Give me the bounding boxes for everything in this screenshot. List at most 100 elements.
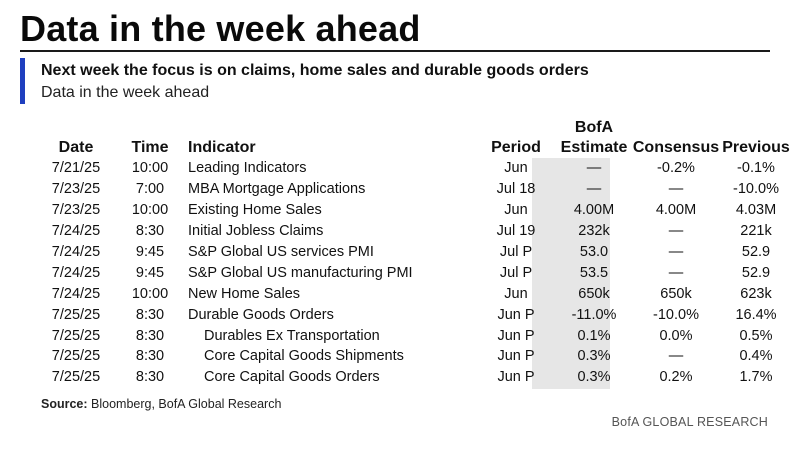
table-row: 7/25/25 8:30 Core Capital Goods Orders Jun … xyxy=(36,367,792,388)
cell-time: 10:00 xyxy=(131,202,169,219)
table-row: 7/21/25 10:00 Leading Indicators Jun — -0.2% -… xyxy=(36,158,792,179)
source-label: Source: xyxy=(41,397,88,411)
cell-previous: 221k xyxy=(740,223,772,240)
cell-indicator: Leading Indicators xyxy=(188,160,307,177)
cell-time: 8:30 xyxy=(135,306,165,323)
table-row: 7/24/25 8:30 Initial Jobless Claims Jul 19 2… xyxy=(36,221,792,242)
cell-consensus: 650k xyxy=(660,285,692,302)
cell-consensus: 0.0% xyxy=(659,327,693,344)
bofa-estimate-highlight xyxy=(532,158,610,389)
cell-date: 7/25/25 xyxy=(51,348,101,365)
header-bofa-estimate: BofA Estimate xyxy=(556,118,632,158)
cell-time: 8:30 xyxy=(135,369,165,386)
cell-time: 8:30 xyxy=(135,223,165,240)
cell-date: 7/23/25 xyxy=(51,181,101,198)
table-row: 7/24/25 9:45 S&P Global US manufacturing P… xyxy=(36,262,792,283)
cell-bofa-estimate: 53.0 xyxy=(579,244,609,260)
cell-previous: 1.7% xyxy=(739,369,773,386)
cell-period: Jun P xyxy=(497,369,535,386)
cell-indicator: MBA Mortgage Applications xyxy=(188,181,366,198)
cell-date: 7/25/25 xyxy=(51,327,101,344)
cell-date: 7/24/25 xyxy=(51,223,101,240)
cell-period: Jul P xyxy=(499,244,533,260)
header-date: Date xyxy=(58,139,94,156)
chart-subtitle: Next week the focus is on claims, home s… xyxy=(41,62,589,79)
cell-bofa-estimate: — xyxy=(586,160,602,177)
table-row: 7/25/25 8:30 Core Capital Goods Shipments J… xyxy=(36,346,792,367)
cell-period: Jun P xyxy=(497,327,535,344)
header-bofa-line2: Estimate xyxy=(560,139,628,156)
cell-time: 7:00 xyxy=(135,181,165,198)
table-row: 7/23/25 10:00 Existing Home Sales Jun 4.00M 4… xyxy=(36,200,792,221)
cell-bofa-estimate: 53.5 xyxy=(579,264,609,281)
header-time: Time xyxy=(131,139,169,156)
table-row: 7/25/25 8:30 Durables Ex Transportation Jun… xyxy=(36,325,792,346)
cell-previous: 16.4% xyxy=(735,306,777,323)
cell-bofa-estimate: — xyxy=(586,181,602,198)
cell-previous: 4.03M xyxy=(735,202,777,219)
cell-consensus: — xyxy=(668,223,684,240)
cell-date: 7/24/25 xyxy=(51,285,101,302)
source-text: Bloomberg, BofA Global Research xyxy=(87,397,282,411)
cell-previous: 0.4% xyxy=(739,348,773,365)
header-indicator: Indicator xyxy=(188,139,256,156)
cell-previous: 52.9 xyxy=(741,264,771,281)
cell-date: 7/23/25 xyxy=(51,202,101,219)
cell-period: Jul 18 xyxy=(496,181,536,198)
cell-date: 7/24/25 xyxy=(51,244,101,260)
cell-indicator: S&P Global US services PMI xyxy=(188,244,374,260)
header-bofa-line1: BofA xyxy=(574,119,614,136)
cell-time: 9:45 xyxy=(135,244,165,260)
cell-consensus: 4.00M xyxy=(655,202,697,219)
cell-consensus: — xyxy=(668,348,684,365)
cell-indicator: Core Capital Goods Shipments xyxy=(204,348,404,365)
cell-period: Jun xyxy=(504,202,528,219)
cell-time: 10:00 xyxy=(131,160,169,177)
cell-indicator: Existing Home Sales xyxy=(188,202,322,219)
cell-period: Jun P xyxy=(497,348,535,365)
cell-consensus: — xyxy=(668,264,684,281)
header-period: Period xyxy=(491,139,541,156)
cell-indicator: Durables Ex Transportation xyxy=(204,327,380,344)
cell-bofa-estimate: -11.0% xyxy=(571,306,617,323)
cell-previous: 623k xyxy=(740,285,772,302)
page-title: Data in the week ahead xyxy=(20,8,421,49)
cell-bofa-estimate: 232k xyxy=(578,223,610,240)
cell-bofa-estimate: 0.1% xyxy=(577,327,611,344)
cell-date: 7/24/25 xyxy=(51,264,101,281)
cell-consensus: -10.0% xyxy=(653,306,699,323)
cell-consensus: — xyxy=(668,244,684,260)
cell-time: 10:00 xyxy=(131,285,169,302)
research-credit: BofA GLOBAL RESEARCH xyxy=(611,415,768,429)
cell-previous: -0.1% xyxy=(737,160,775,177)
cell-bofa-estimate: 0.3% xyxy=(577,348,611,365)
cell-date: 7/21/25 xyxy=(51,160,101,177)
header-consensus: Consensus xyxy=(632,139,720,156)
header-previous: Previous xyxy=(722,139,790,156)
cell-indicator: S&P Global US manufacturing PMI xyxy=(188,264,413,281)
cell-consensus: 0.2% xyxy=(659,369,693,386)
cell-indicator: Durable Goods Orders xyxy=(188,306,334,323)
cell-consensus: -0.2% xyxy=(657,160,695,177)
table-row: 7/23/25 7:00 MBA Mortgage Applications Jul … xyxy=(36,179,792,200)
cell-indicator: Initial Jobless Claims xyxy=(188,223,324,240)
economic-calendar-table: Date Time Indicator Period BofA Estimate… xyxy=(36,118,792,388)
cell-period: Jul P xyxy=(499,264,533,281)
cell-period: Jun P xyxy=(497,306,535,323)
table-row: 7/25/25 8:30 Durable Goods Orders Jun P -11.… xyxy=(36,304,792,325)
cell-bofa-estimate: 4.00M xyxy=(573,202,615,219)
title-divider xyxy=(20,50,770,52)
cell-previous: 0.5% xyxy=(739,327,773,344)
cell-date: 7/25/25 xyxy=(51,369,101,386)
cell-period: Jun xyxy=(504,160,528,177)
cell-indicator: Core Capital Goods Orders xyxy=(204,369,380,386)
cell-time: 9:45 xyxy=(135,264,165,281)
cell-time: 8:30 xyxy=(135,348,165,365)
cell-previous: 52.9 xyxy=(741,244,771,260)
table-caption: Data in the week ahead xyxy=(41,84,210,101)
table-header-row: Date Time Indicator Period BofA Estimate… xyxy=(36,118,792,158)
table-row: 7/24/25 9:45 S&P Global US services PMI Jul… xyxy=(36,242,792,263)
cell-time: 8:30 xyxy=(135,327,165,344)
cell-period: Jun xyxy=(504,285,528,302)
cell-bofa-estimate: 0.3% xyxy=(577,369,611,386)
